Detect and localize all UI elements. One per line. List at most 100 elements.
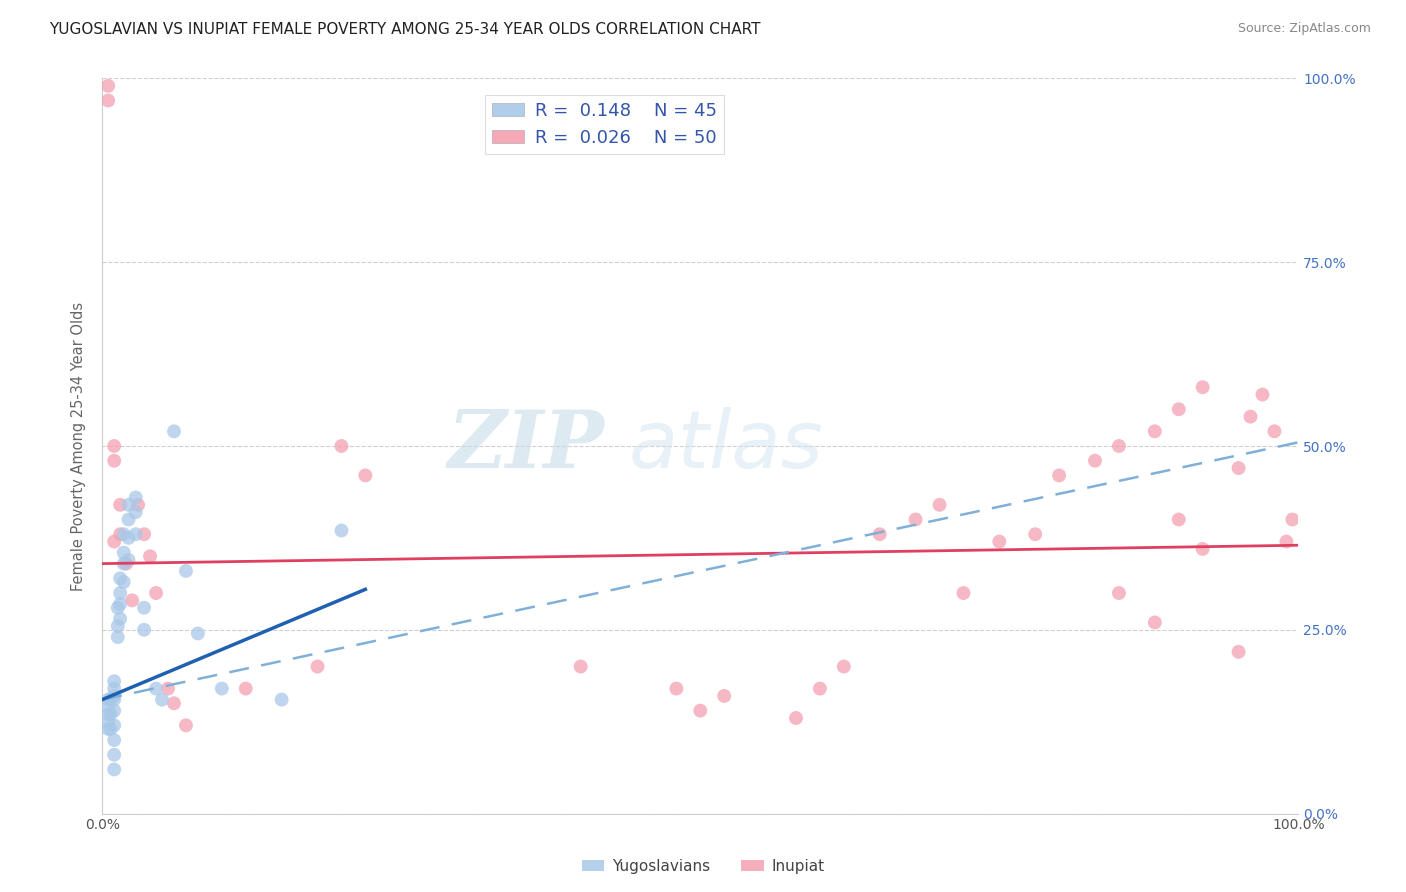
Point [235, 681, 257, 696]
Point [156, 681, 179, 696]
Point [1239, 409, 1261, 424]
Point [1227, 645, 1250, 659]
Point [174, 564, 197, 578]
Point [103, 681, 125, 696]
Point [785, 711, 807, 725]
Point [1108, 586, 1130, 600]
Legend: Yugoslavians, Inupiat: Yugoslavians, Inupiat [575, 853, 831, 880]
Point [145, 586, 167, 600]
Point [1143, 425, 1166, 439]
Point [97, 714, 120, 729]
Point [107, 600, 129, 615]
Point [103, 704, 125, 718]
Point [307, 659, 329, 673]
Point [103, 674, 125, 689]
Point [132, 527, 155, 541]
Point [117, 498, 139, 512]
Point [1024, 527, 1046, 541]
Point [1167, 512, 1189, 526]
Point [112, 574, 135, 589]
Point [115, 557, 138, 571]
Point [97, 78, 120, 93]
Point [1084, 453, 1107, 467]
Point [713, 689, 735, 703]
Point [1227, 461, 1250, 475]
Point [108, 527, 131, 541]
Point [869, 527, 891, 541]
Point [569, 659, 592, 673]
Point [117, 553, 139, 567]
Point [97, 707, 120, 722]
Point [97, 722, 120, 736]
Point [100, 722, 122, 736]
Point [103, 733, 125, 747]
Point [330, 524, 353, 538]
Point [103, 763, 125, 777]
Point [354, 468, 377, 483]
Point [1281, 512, 1303, 526]
Point [112, 557, 135, 571]
Point [952, 586, 974, 600]
Point [103, 718, 125, 732]
Point [108, 612, 131, 626]
Point [174, 718, 197, 732]
Point [100, 692, 122, 706]
Point [103, 692, 125, 706]
Point [108, 597, 131, 611]
Point [103, 747, 125, 762]
Point [1108, 439, 1130, 453]
Point [132, 623, 155, 637]
Point [100, 707, 122, 722]
Text: ZIP: ZIP [447, 408, 605, 484]
Point [132, 600, 155, 615]
Point [832, 659, 855, 673]
Text: atlas: atlas [628, 407, 824, 485]
Point [125, 527, 148, 541]
Point [904, 512, 927, 526]
Point [988, 534, 1011, 549]
Point [97, 692, 120, 706]
Point [139, 549, 162, 564]
Point [108, 498, 131, 512]
Point [1263, 425, 1285, 439]
Point [665, 681, 688, 696]
Point [187, 626, 209, 640]
Point [97, 94, 120, 108]
Y-axis label: Female Poverty Among 25-34 Year Olds: Female Poverty Among 25-34 Year Olds [72, 301, 86, 591]
Legend: R =  0.148    N = 45, R =  0.026    N = 50: R = 0.148 N = 45, R = 0.026 N = 50 [485, 95, 724, 154]
Text: YUGOSLAVIAN VS INUPIAT FEMALE POVERTY AMONG 25-34 YEAR OLDS CORRELATION CHART: YUGOSLAVIAN VS INUPIAT FEMALE POVERTY AM… [49, 22, 761, 37]
Point [107, 619, 129, 633]
Point [103, 453, 125, 467]
Point [125, 505, 148, 519]
Point [1143, 615, 1166, 630]
Point [211, 681, 233, 696]
Point [163, 425, 186, 439]
Point [928, 498, 950, 512]
Point [163, 696, 186, 710]
Point [103, 689, 125, 703]
Point [125, 491, 148, 505]
Point [808, 681, 831, 696]
Point [97, 700, 120, 714]
Point [108, 571, 131, 585]
Point [103, 439, 125, 453]
Point [1191, 380, 1213, 394]
Point [103, 534, 125, 549]
Point [112, 527, 135, 541]
Point [108, 586, 131, 600]
Point [145, 681, 167, 696]
Point [330, 439, 353, 453]
Point [112, 545, 135, 559]
Point [1191, 541, 1213, 556]
Point [689, 704, 711, 718]
Point [1047, 468, 1070, 483]
Point [107, 630, 129, 644]
Point [1275, 534, 1298, 549]
Point [117, 512, 139, 526]
Point [121, 593, 143, 607]
Point [1167, 402, 1189, 417]
Point [270, 692, 292, 706]
Point [150, 692, 173, 706]
Point [127, 498, 149, 512]
Point [1251, 387, 1274, 401]
